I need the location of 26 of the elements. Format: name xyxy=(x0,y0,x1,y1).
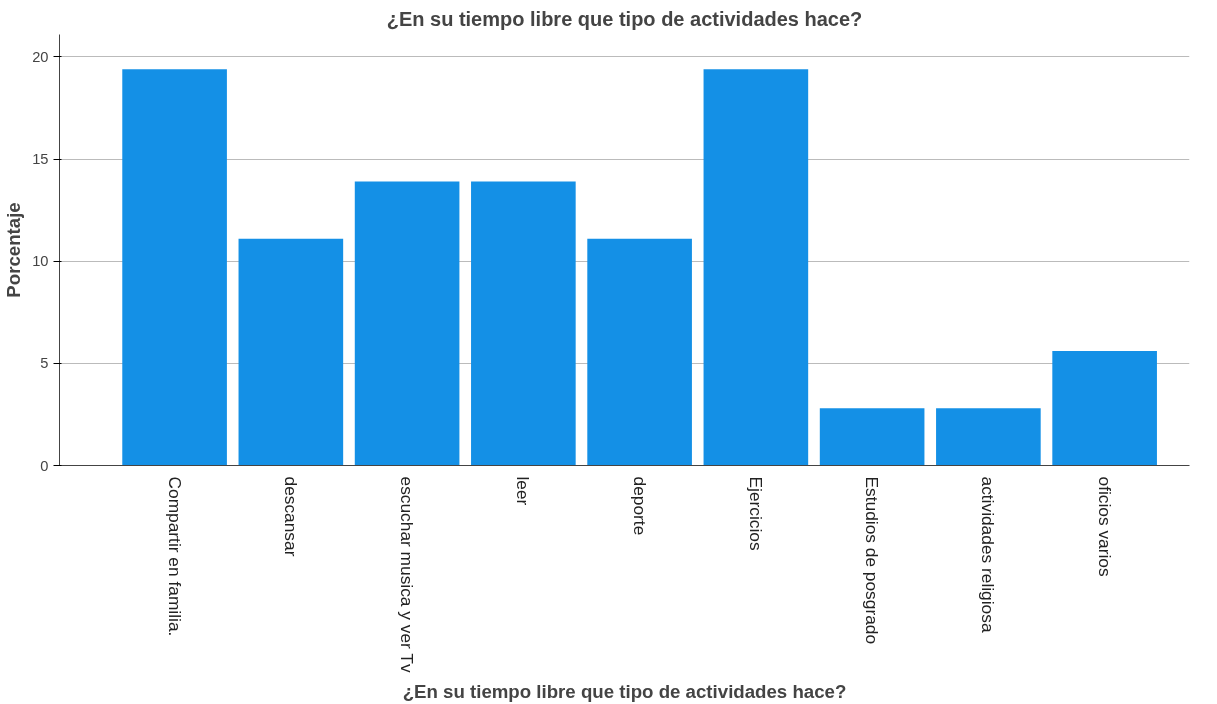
bar xyxy=(471,181,576,466)
x-tick-label: escuchar musica y ver Tv xyxy=(397,476,418,673)
x-tick-label: descansar xyxy=(280,476,301,557)
bar xyxy=(819,408,925,466)
x-tick-label: Compartir en familia. xyxy=(164,476,185,637)
chart-title: ¿En su tiempo libre que tipo de actividades hace? xyxy=(386,7,863,30)
y-tick-label: 10 xyxy=(32,253,49,270)
y-tick-label: 20 xyxy=(32,48,49,65)
y-axis-title: Porcentaje xyxy=(3,202,25,298)
bar xyxy=(1052,351,1157,466)
bar xyxy=(238,238,344,466)
y-tick-label: 15 xyxy=(32,151,49,168)
x-tick-label: actividades religiosa xyxy=(978,476,999,633)
y-tick-label: 5 xyxy=(40,355,49,372)
bar xyxy=(354,181,460,466)
y-tick-label: 0 xyxy=(40,457,49,474)
x-tick-label: Ejercicios xyxy=(745,476,766,551)
bar xyxy=(703,69,809,466)
x-tick-label: oficios varios xyxy=(1094,476,1115,577)
x-tick-label: Estudios de posgrado xyxy=(862,476,883,645)
bar xyxy=(587,238,692,466)
x-tick-label: leer xyxy=(513,476,534,506)
bar xyxy=(936,408,1041,466)
bar xyxy=(122,69,227,466)
x-tick-label: deporte xyxy=(629,476,650,536)
x-axis-title: ¿En su tiempo libre que tipo de actividades hace? xyxy=(402,680,847,702)
